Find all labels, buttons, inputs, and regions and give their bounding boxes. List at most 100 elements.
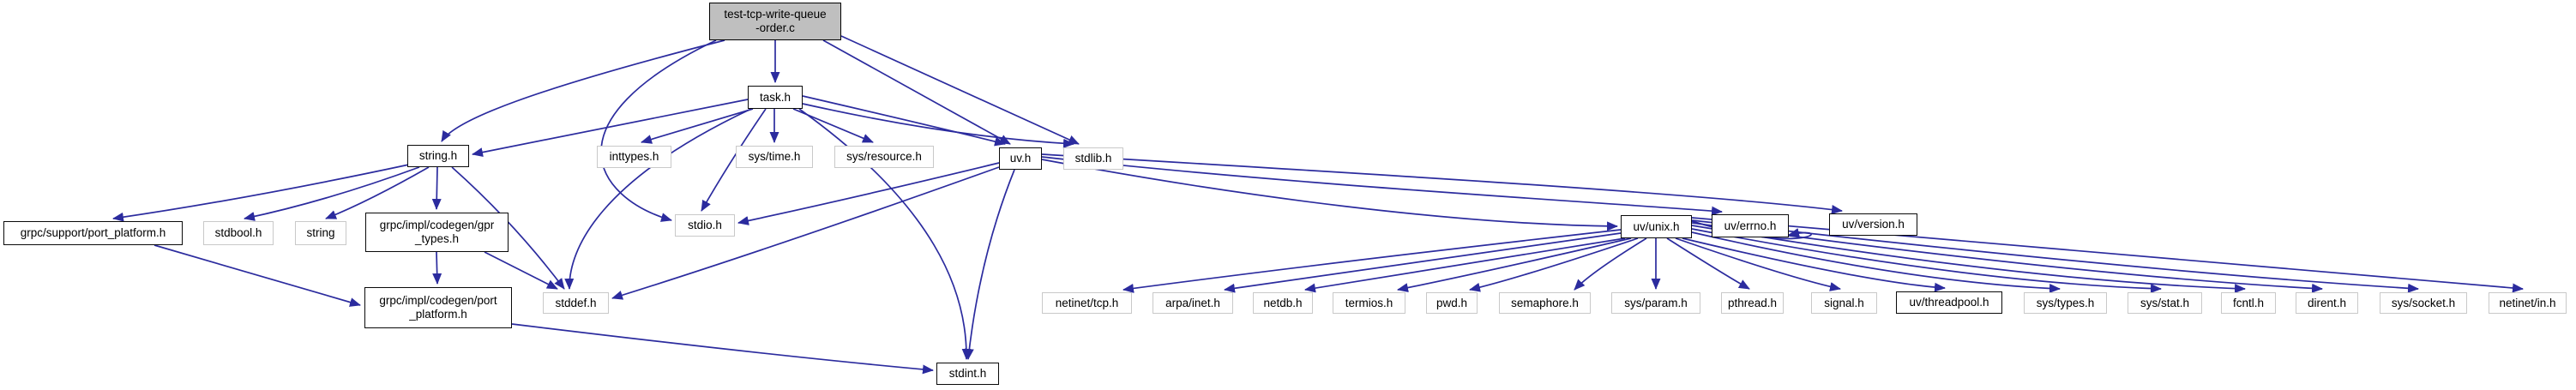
edge-uv-unix-h-to-pwd-h (1469, 237, 1639, 292)
node-label-pthread-h: pthread.h (1727, 296, 1778, 309)
node-sys-types-h: sys/types.h (2024, 292, 2107, 314)
node-label-task-h: task.h (759, 90, 791, 104)
node-label-uv-version-h: uv/version.h (1842, 218, 1905, 231)
node-netinet-in-h: netinet/in.h (2489, 292, 2567, 314)
node-sys-socket-h: sys/socket.h (2380, 292, 2467, 314)
node-label-termios-h: termios.h (1345, 296, 1393, 309)
edge-grpc-impl-codegen-gpr-types-h-to-stddef-h (484, 251, 558, 290)
edge-grpc-impl-codegen-port-platform-h-to-stdint-h (511, 323, 934, 375)
edge-task-h-to-stdio-h (701, 108, 767, 212)
node-sys-resource-h: sys/resource.h (834, 146, 934, 168)
edge-uv-h-to-uv-errno-h (1041, 156, 1723, 216)
node-netinet-tcp-h: netinet/tcp.h (1042, 292, 1132, 314)
node-uv-unix-h[interactable]: uv/unix.h (1621, 215, 1692, 238)
node-stdint-h[interactable]: stdint.h (936, 363, 999, 385)
node-label-netdb-h: netdb.h (1263, 296, 1303, 309)
node-grpc-impl-codegen-port-platform-h[interactable]: grpc/impl/codegen/port _platform.h (364, 287, 512, 328)
edge-uv-unix-h-to-arpa-inet-h (1224, 232, 1622, 293)
node-label-sys-types-h: sys/types.h (2036, 296, 2095, 309)
node-test-tcp-write-queue-order-c: test-tcp-write-queue -order.c (709, 3, 841, 40)
edge-uv-unix-h-to-fcntl-h (1691, 225, 2246, 294)
node-label-signal-h: signal.h (1824, 296, 1864, 309)
edge-test-tcp-write-queue-order-c-to-string-h (441, 39, 725, 142)
node-sys-param-h: sys/param.h (1611, 292, 1700, 314)
edge-uv-unix-h-to-termios-h (1397, 237, 1632, 293)
edge-string-h-to-grpc-impl-codegen-gpr-types-h (431, 166, 442, 210)
edge-uv-unix-h-to-sys-types-h (1691, 231, 2061, 294)
node-sys-time-h: sys/time.h (736, 146, 813, 168)
node-label-string: string (306, 226, 335, 239)
node-label-uv-threadpool-h: uv/threadpool.h (1909, 296, 1989, 309)
edge-string-h-to-stddef-h (451, 166, 565, 290)
node-task-h[interactable]: task.h (748, 86, 803, 109)
node-pwd-h: pwd.h (1426, 292, 1478, 314)
node-label-uv-unix-h: uv/unix.h (1633, 219, 1680, 233)
edge-uv-h-to-stddef-h (611, 166, 1000, 300)
node-label-sys-resource-h: sys/resource.h (846, 150, 922, 163)
edge-task-h-to-inttypes-h (641, 108, 754, 144)
node-sys-stat-h: sys/stat.h (2128, 292, 2202, 314)
edge-task-h-to-stdlib-h (802, 103, 1074, 148)
node-label-sys-socket-h: sys/socket.h (2391, 296, 2456, 309)
edge-uv-unix-h-to-sys-stat-h (1691, 228, 2162, 294)
node-label-grpc-impl-codegen-port-platform-h: grpc/impl/codegen/port _platform.h (379, 294, 497, 321)
edge-task-h-to-uv-h (802, 95, 1006, 147)
edge-string-h-to-grpc-support-port-platform-h (112, 164, 410, 222)
node-label-uv-h: uv.h (1009, 152, 1032, 165)
node-stdio-h: stdio.h (675, 214, 735, 237)
edge-test-tcp-write-queue-order-c-to-uv-h (822, 39, 1011, 145)
edge-uv-unix-h-to-signal-h (1675, 237, 1841, 291)
node-label-fcntl-h: fcntl.h (2232, 296, 2265, 309)
node-label-inttypes-h: inttypes.h (609, 150, 659, 163)
node-grpc-impl-codegen-gpr-types-h[interactable]: grpc/impl/codegen/gpr _types.h (365, 213, 509, 252)
node-pthread-h: pthread.h (1721, 292, 1784, 314)
node-dirent-h: dirent.h (2296, 292, 2358, 314)
node-string-h[interactable]: string.h (407, 145, 469, 167)
edge-uv-unix-h-to-sys-socket-h (1691, 219, 2419, 293)
node-grpc-support-port-platform-h[interactable]: grpc/support/port_platform.h (3, 221, 183, 245)
edge-test-tcp-write-queue-order-c-to-stdlib-h (840, 35, 1080, 145)
edge-uv-unix-h-to-pthread-h (1666, 237, 1750, 290)
node-label-sys-stat-h: sys/stat.h (2140, 296, 2190, 309)
edge-uv-h-to-stdint-h (964, 169, 1015, 360)
edge-uv-unix-h-to-semaphore-h (1574, 237, 1647, 291)
node-label-grpc-impl-codegen-gpr-types-h: grpc/impl/codegen/gpr _types.h (379, 219, 495, 245)
node-label-uv-errno-h: uv/errno.h (1724, 219, 1777, 232)
node-inttypes-h: inttypes.h (597, 146, 671, 168)
edge-uv-h-to-uv-unix-h (1041, 159, 1618, 231)
node-label-sys-time-h: sys/time.h (748, 150, 801, 163)
node-uv-h[interactable]: uv.h (999, 147, 1042, 170)
edge-task-h-to-string-h (472, 99, 749, 158)
node-label-stddef-h: stddef.h (555, 296, 597, 309)
node-stddef-h: stddef.h (543, 292, 609, 314)
node-label-sys-param-h: sys/param.h (1624, 296, 1688, 309)
node-label-dirent-h: dirent.h (2307, 296, 2347, 309)
edge-uv-unix-h-to-uv-threadpool-h (1682, 237, 1946, 292)
node-label-netinet-tcp-h: netinet/tcp.h (1055, 296, 1119, 309)
edge-task-h-to-stddef-h (564, 108, 752, 290)
node-label-stdbool-h: stdbool.h (214, 226, 262, 239)
node-netdb-h: netdb.h (1253, 292, 1313, 314)
edge-grpc-impl-codegen-gpr-types-h-to-grpc-impl-codegen-port-platform-h (432, 251, 442, 285)
node-label-netinet-in-h: netinet/in.h (2499, 296, 2556, 309)
edge-test-tcp-write-queue-order-c-to-stdio-h (600, 39, 717, 222)
node-signal-h: signal.h (1811, 292, 1877, 314)
node-label-arpa-inet-h: arpa/inet.h (1165, 296, 1220, 309)
edge-grpc-support-port-platform-h-to-grpc-impl-codegen-port-platform-h (153, 244, 361, 307)
node-uv-version-h[interactable]: uv/version.h (1829, 213, 1917, 236)
node-uv-errno-h[interactable]: uv/errno.h (1712, 214, 1789, 237)
edge-uv-unix-h-to-netdb-h (1304, 237, 1626, 293)
edge-uv-h-to-uv-version-h (1041, 153, 1843, 214)
node-uv-threadpool-h[interactable]: uv/threadpool.h (1896, 291, 2002, 314)
node-termios-h: termios.h (1333, 292, 1405, 314)
node-label-test-tcp-write-queue-order-c: test-tcp-write-queue -order.c (724, 8, 827, 34)
edge-string-h-to-stdbool-h (244, 166, 420, 221)
node-label-stdlib-h: stdlib.h (1074, 152, 1112, 165)
node-label-pwd-h: pwd.h (1435, 296, 1468, 309)
node-label-stdint-h: stdint.h (948, 367, 987, 380)
edge-uv-unix-h-to-dirent-h (1691, 222, 2323, 293)
edge-uv-h-to-stdio-h (737, 162, 1000, 225)
node-fcntl-h: fcntl.h (2221, 292, 2276, 314)
